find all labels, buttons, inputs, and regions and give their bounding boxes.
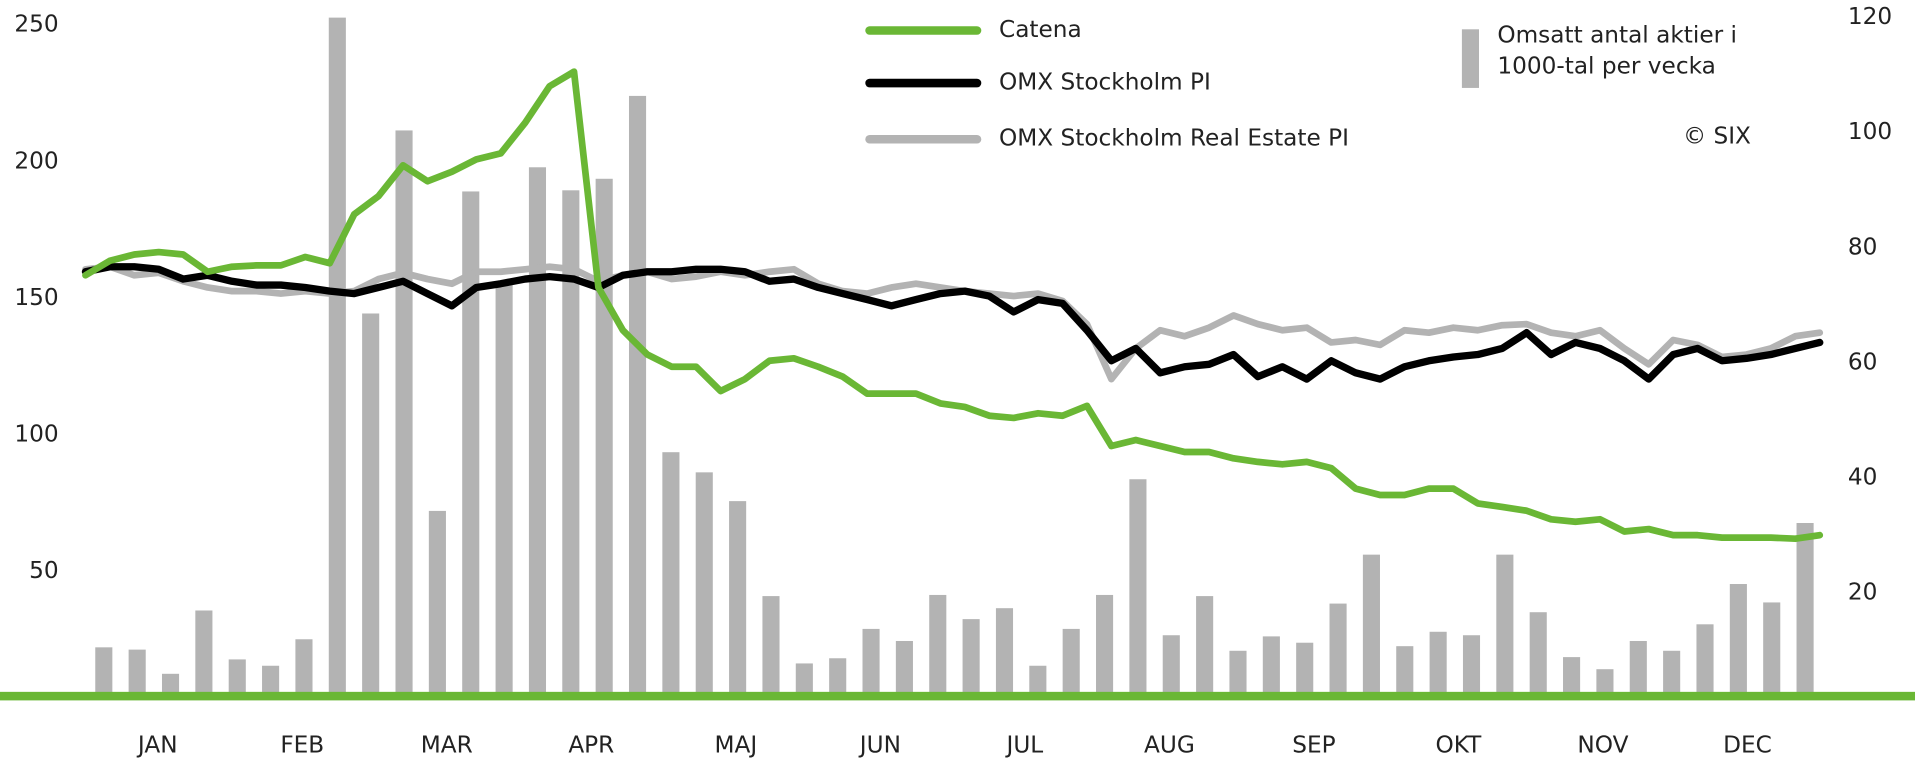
bar [1696, 624, 1714, 693]
bar [1062, 628, 1080, 693]
line [82, 68, 1824, 543]
bar [562, 190, 580, 693]
bar [1229, 650, 1247, 693]
bar [1362, 554, 1380, 693]
bar [1162, 635, 1180, 693]
x-tick-label: MAJ [714, 732, 757, 759]
x-tick-label: APR [568, 732, 614, 759]
bar [328, 17, 346, 693]
bar [895, 640, 913, 693]
bar [628, 95, 647, 693]
x-tick-label: JAN [136, 732, 178, 759]
x-tick-label: FEB [280, 732, 324, 759]
y-tick-label: 250 [14, 11, 58, 38]
bar [729, 501, 747, 693]
bar [1763, 602, 1781, 693]
bar [929, 594, 947, 693]
bar [862, 628, 880, 693]
bar [1462, 635, 1481, 693]
bar [1729, 584, 1747, 693]
legend-label: Catena [999, 16, 1082, 43]
bar [1629, 640, 1647, 693]
bar [195, 610, 213, 693]
bar [1396, 646, 1414, 693]
annotation: © SIX [1683, 122, 1751, 149]
bar [1096, 594, 1114, 693]
bar [528, 167, 547, 693]
bar [662, 452, 680, 693]
x-tick-label: MAR [421, 732, 473, 759]
y-tick-label: 50 [29, 557, 59, 584]
y-tick-label: 100 [14, 421, 58, 448]
x-tick-label: AUG [1144, 732, 1195, 759]
y2-tick-label: 100 [1848, 118, 1892, 145]
bar [1429, 631, 1447, 693]
bar [362, 313, 380, 693]
bar [1296, 642, 1314, 693]
bar [1563, 657, 1581, 693]
bar [495, 284, 513, 693]
y2-tick-label: 80 [1848, 233, 1878, 260]
bar [1529, 612, 1547, 693]
legend-label: OMX Stockholm Real Estate PI [999, 125, 1349, 152]
bar [128, 649, 146, 693]
y-tick-label: 150 [14, 284, 58, 311]
bar [829, 658, 847, 693]
y2-tick-label: 120 [1848, 3, 1892, 30]
bar [1596, 669, 1614, 693]
x-tick-label: NOV [1577, 732, 1628, 759]
bar [1663, 650, 1681, 693]
lines [81, 68, 1824, 543]
legend-swatch [1461, 29, 1479, 88]
bar [161, 673, 180, 693]
legend-label-box: Omsatt antal aktier i 1000-tal per vecka [1497, 21, 1737, 80]
bar [428, 510, 446, 693]
bar [1329, 603, 1347, 693]
bar [262, 665, 280, 693]
bar [962, 619, 980, 693]
bar [228, 659, 246, 693]
legend: Catena OMX Stockholm PI OMX Stockholm Real… [865, 16, 1737, 152]
bar [1196, 596, 1214, 693]
bars [95, 17, 1814, 693]
bar [762, 596, 780, 693]
bar [295, 639, 313, 693]
y-tick-label: 200 [14, 147, 58, 174]
bar [995, 608, 1014, 693]
x-tick-label: OKT [1436, 732, 1483, 759]
line [81, 263, 1824, 383]
x-axis-line [0, 691, 1915, 701]
bar [1496, 554, 1514, 693]
x-tick-label: JUN [858, 732, 901, 759]
y2-tick-label: 40 [1848, 464, 1878, 491]
x-tick-label: DEC [1723, 732, 1772, 759]
bar [1029, 665, 1047, 693]
legend-label: OMX Stockholm PI [999, 69, 1211, 96]
y2-tick-label: 60 [1848, 348, 1878, 375]
legend-label: Omsatt antal aktier i 1000-tal per vecka [1497, 21, 1737, 80]
bar [1796, 522, 1814, 693]
bar [1129, 479, 1147, 693]
bar [1262, 636, 1280, 693]
bar [462, 191, 480, 693]
bar [95, 647, 113, 693]
y2-tick-label: 20 [1848, 579, 1878, 606]
bar [795, 663, 813, 693]
x-tick-label: JUL [1005, 732, 1044, 759]
bar [695, 472, 713, 693]
bar [395, 130, 413, 693]
x-tick-label: SEP [1292, 732, 1335, 759]
